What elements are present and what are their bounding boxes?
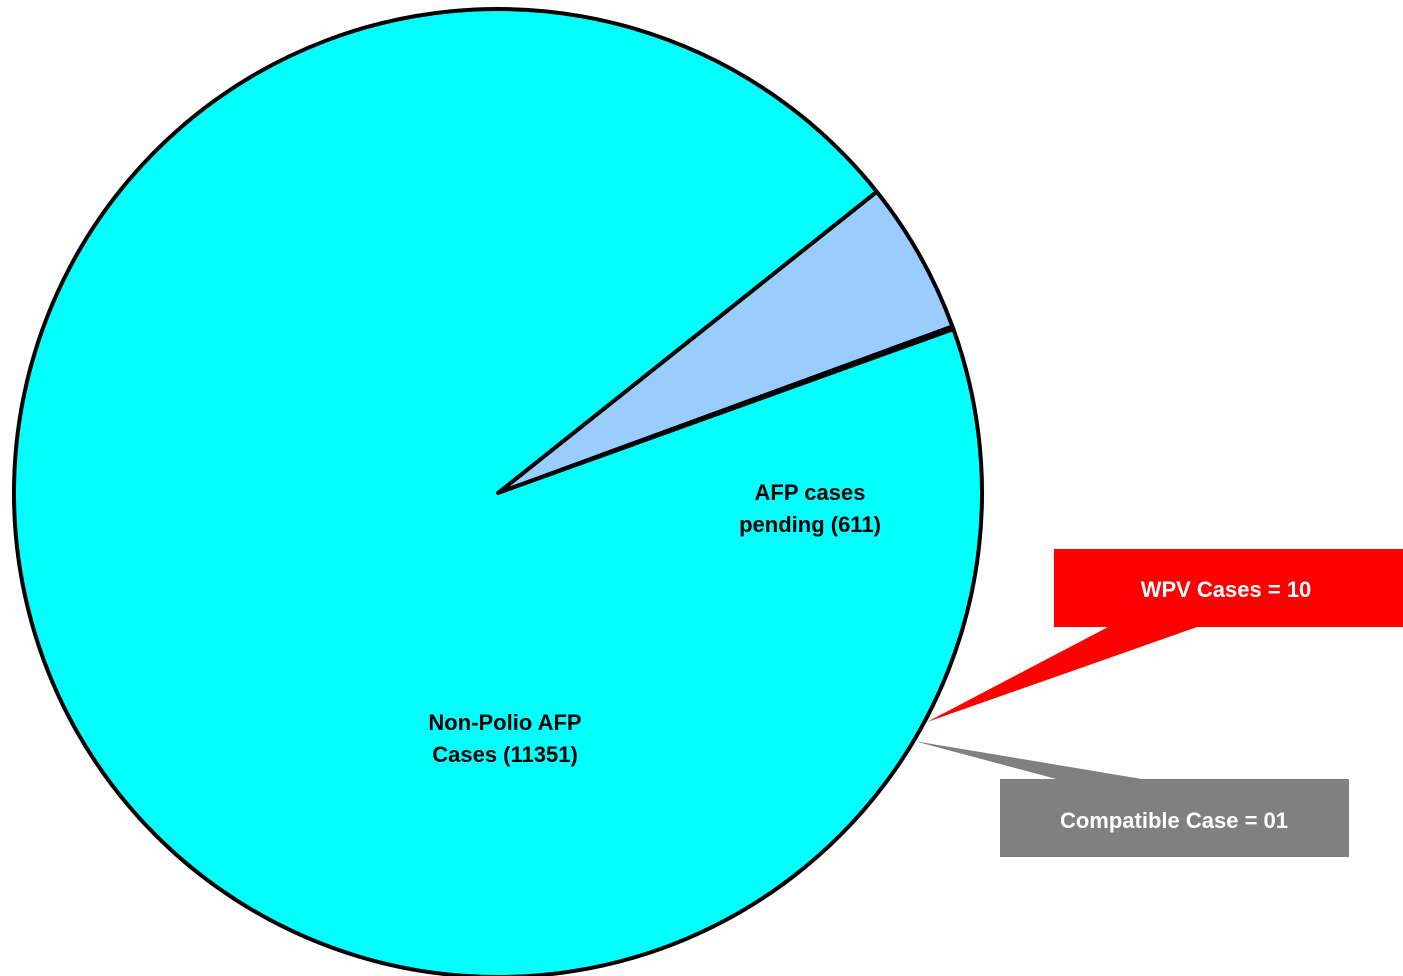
wpv-callout-box — [1054, 549, 1403, 627]
pie-slices — [12, 7, 984, 976]
callouts: WPV Cases = 10 Compatible Case = 01 — [914, 549, 1403, 857]
label-afp-pending-line: pending (611) — [739, 512, 881, 537]
compatible-callout-box — [1000, 779, 1349, 857]
slice-labels: AFP cases pending (611) Non-Polio AFP Cases… — [428, 480, 880, 767]
slice-afp-pending — [496, 189, 955, 495]
label-afp-pending: AFP cases pending (611) — [739, 480, 881, 537]
compatible-callout-label: Compatible Case = 01 — [1060, 808, 1288, 833]
label-non-polio-afp: Non-Polio AFP Cases (11351) — [428, 710, 581, 767]
label-non-polio-afp-line: Cases (11351) — [432, 742, 578, 767]
label-afp-pending-line: AFP cases — [755, 480, 866, 505]
compatible-callout-pointer — [914, 741, 1148, 780]
wpv-callout-pointer — [927, 626, 1200, 722]
wpv-callout-label: WPV Cases = 10 — [1141, 577, 1312, 602]
label-non-polio-afp-line: Non-Polio AFP — [428, 710, 581, 735]
slice-non-polio-afp — [12, 7, 984, 976]
